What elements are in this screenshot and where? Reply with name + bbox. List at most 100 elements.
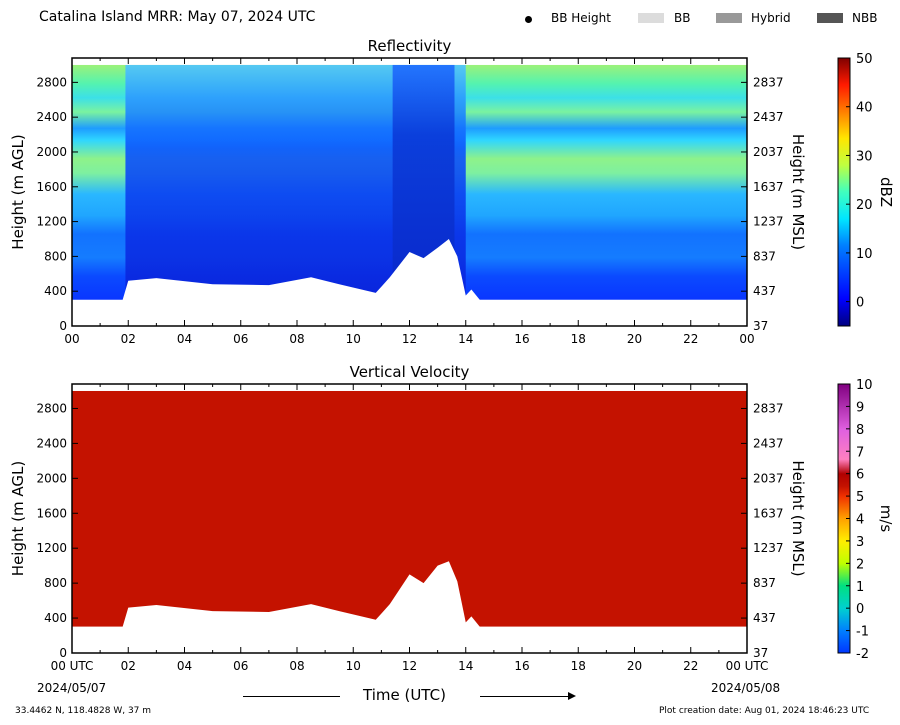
- colorbar-tick-label: 6: [856, 468, 864, 483]
- y-tick-label-left: 800: [44, 576, 67, 590]
- y-tick-label-left: 1200: [36, 541, 67, 555]
- x-tick-label: 04: [177, 332, 192, 346]
- y-tick-label-left: 1200: [36, 215, 67, 229]
- y-tick-label-right: 2837: [753, 401, 784, 415]
- x-tick-label: 06: [233, 659, 248, 673]
- x-tick-label: 00 UTC: [726, 659, 769, 673]
- legend-bb-swatch: [638, 13, 664, 23]
- plot-title: Catalina Island MRR: May 07, 2024 UTC: [39, 9, 316, 25]
- creation-date-note: Plot creation date: Aug 01, 2024 18:46:2…: [659, 706, 870, 716]
- colorbar-tick-label: -2: [856, 647, 869, 662]
- colorbar-tick-label: 4: [856, 513, 864, 528]
- legend-hybrid-label: Hybrid: [751, 11, 791, 25]
- x-tick-label: 08: [289, 332, 304, 346]
- legend-bb-label: BB: [674, 11, 691, 25]
- legend-nbb-label: NBB: [852, 11, 878, 25]
- x-tick-label: 00: [739, 332, 754, 346]
- colorbar-label: m/s: [877, 505, 895, 533]
- colorbar-tick-label: 20: [856, 198, 873, 213]
- y-axis-label-left: Height (m AGL): [9, 134, 27, 249]
- y-tick-label-right: 2837: [753, 75, 784, 89]
- x-tick-label: 18: [571, 659, 586, 673]
- x-tick-label: 04: [177, 659, 192, 673]
- y-tick-label-left: 2800: [36, 75, 67, 89]
- y-tick-label-left: 2400: [36, 436, 67, 450]
- colorbar-tick-label: 10: [856, 378, 873, 393]
- x-tick-label: 18: [571, 332, 586, 346]
- velocity-title: Vertical Velocity: [349, 363, 470, 381]
- x-tick-label: 00: [64, 332, 79, 346]
- x-tick-label: 16: [514, 659, 529, 673]
- y-axis-label-left: Height (m AGL): [9, 461, 27, 576]
- y-tick-label-right: 1237: [753, 541, 784, 555]
- colorbar: [837, 57, 851, 327]
- x-tick-label: 14: [458, 659, 473, 673]
- y-tick-label-right: 37: [753, 646, 768, 660]
- y-tick-label-right: 437: [753, 284, 776, 298]
- y-tick-label-right: 1637: [753, 180, 784, 194]
- y-tick-label-right: 37: [753, 319, 768, 333]
- x-tick-label: 16: [514, 332, 529, 346]
- arrow-right-icon: [568, 692, 576, 700]
- legend-hybrid-swatch: [716, 13, 742, 23]
- y-tick-label-right: 837: [753, 576, 776, 590]
- y-tick-label-right: 2437: [753, 110, 784, 124]
- y-tick-label-right: 437: [753, 611, 776, 625]
- y-tick-label-left: 800: [44, 249, 67, 263]
- colorbar-tick-label: 30: [856, 149, 873, 164]
- colorbar-tick-label: 1: [856, 580, 864, 595]
- start-date-label: 2024/05/07: [37, 681, 107, 695]
- x-tick-label: 10: [346, 332, 361, 346]
- colorbar-tick-label: 40: [856, 101, 873, 116]
- reflectivity-title: Reflectivity: [367, 37, 452, 55]
- colorbar-tick-label: 5: [856, 490, 864, 505]
- arrow-left-line: [243, 696, 340, 697]
- end-date-label: 2024/05/08: [711, 681, 781, 695]
- y-tick-label-left: 0: [59, 319, 67, 333]
- y-tick-label-right: 837: [753, 249, 776, 263]
- x-tick-label: 12: [402, 332, 417, 346]
- colorbar-tick-label: 50: [856, 52, 873, 67]
- y-tick-label-right: 1637: [753, 506, 784, 520]
- colorbar-tick-label: -1: [856, 625, 869, 640]
- x-tick-label: 02: [121, 332, 136, 346]
- x-tick-label: 06: [233, 332, 248, 346]
- location-note: 33.4462 N, 118.4828 W, 37 m: [15, 706, 152, 716]
- y-tick-label-left: 1600: [36, 506, 67, 520]
- colorbar-tick-label: 0: [856, 602, 864, 617]
- colorbar-tick-label: 2: [856, 557, 864, 572]
- colorbar-label: dBZ: [877, 177, 895, 207]
- y-tick-label-left: 2000: [36, 145, 67, 159]
- y-tick-label-right: 2437: [753, 436, 784, 450]
- y-tick-label-left: 400: [44, 284, 67, 298]
- legend-bb-height-label: BB Height: [551, 11, 611, 25]
- x-tick-label: 10: [346, 659, 361, 673]
- y-tick-label-right: 1237: [753, 215, 784, 229]
- x-tick-label: 22: [683, 659, 698, 673]
- y-axis-label-right: Height (m MSL): [789, 460, 807, 576]
- y-tick-label-left: 1600: [36, 180, 67, 194]
- x-tick-label: 12: [402, 659, 417, 673]
- y-tick-label-left: 400: [44, 611, 67, 625]
- x-tick-label: 00 UTC: [51, 659, 94, 673]
- legend-nbb-swatch: [817, 13, 843, 23]
- x-tick-label: 22: [683, 332, 698, 346]
- colorbar-tick-label: 3: [856, 535, 864, 550]
- colorbar-tick-label: 7: [856, 445, 864, 460]
- x-tick-label: 20: [627, 332, 642, 346]
- colorbar-tick-label: 0: [856, 296, 864, 311]
- arrow-right-line: [480, 696, 572, 697]
- x-tick-label: 20: [627, 659, 642, 673]
- y-tick-label-right: 2037: [753, 471, 784, 485]
- y-tick-label-left: 0: [59, 646, 67, 660]
- x-tick-label: 08: [289, 659, 304, 673]
- time-axis-label: Time (UTC): [363, 686, 446, 704]
- bb-height-dot-icon: [525, 16, 532, 23]
- x-tick-label: 14: [458, 332, 473, 346]
- colorbar-tick-label: 8: [856, 423, 864, 438]
- x-tick-label: 02: [121, 659, 136, 673]
- y-tick-label-left: 2800: [36, 401, 67, 415]
- colorbar-tick-label: 10: [856, 247, 873, 262]
- y-tick-label-left: 2400: [36, 110, 67, 124]
